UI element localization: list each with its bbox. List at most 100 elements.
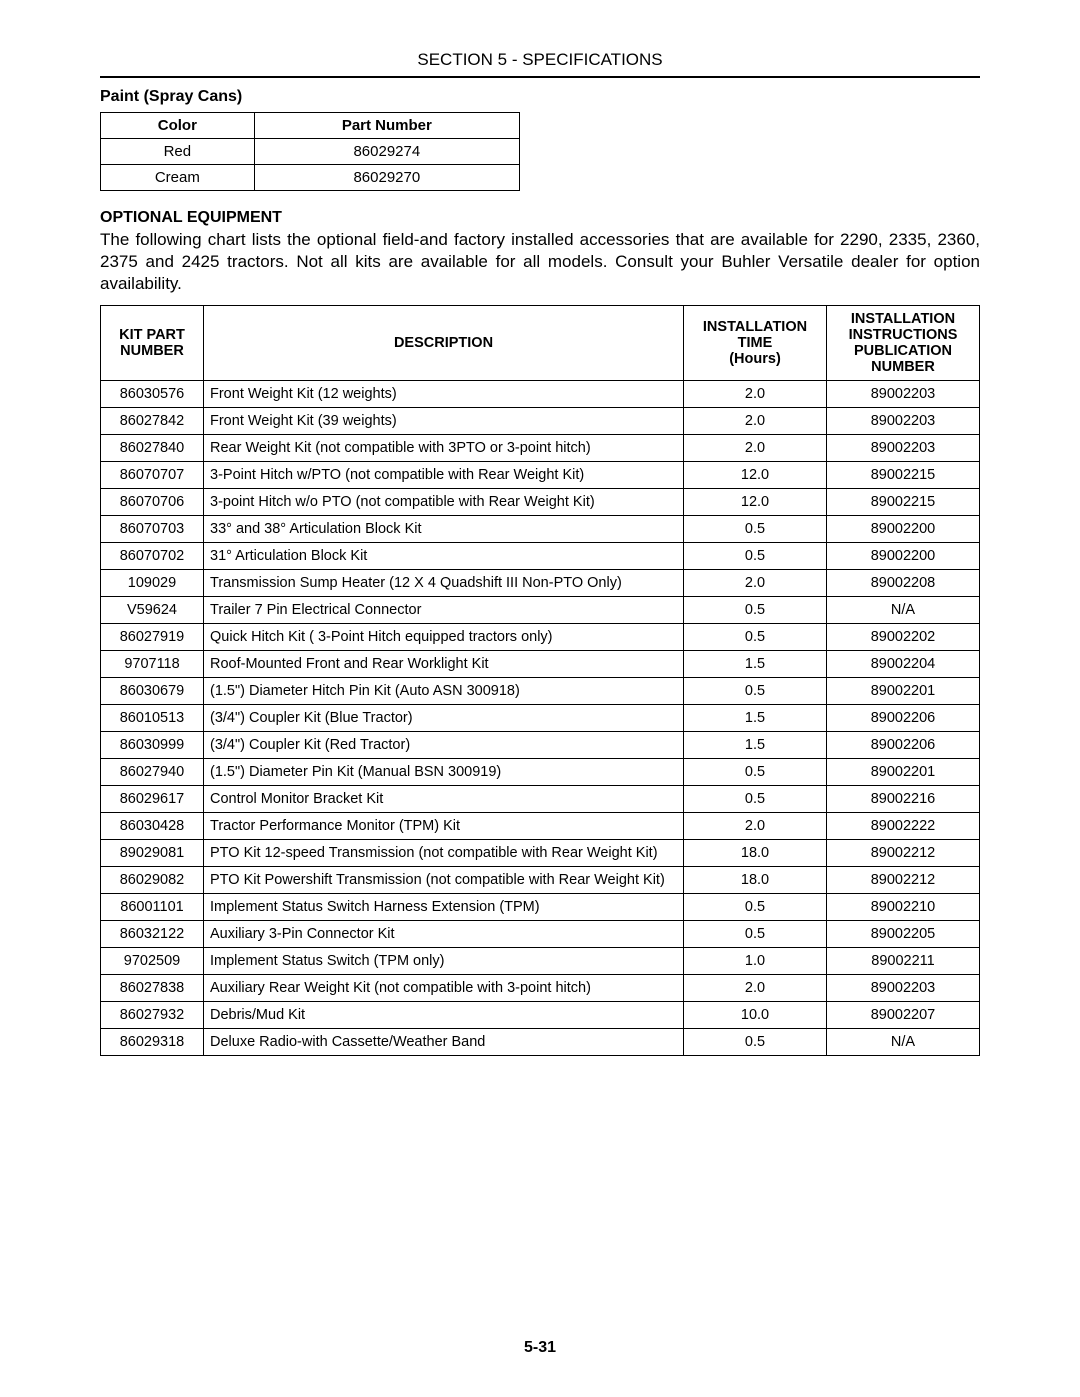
cell-time: 2.0 [684,570,827,597]
table-cell: 86029270 [254,165,519,191]
cell-kit: 86027919 [101,624,204,651]
col-pub-l2: INSTRUCTIONS [849,327,958,343]
cell-kit: 86027840 [101,435,204,462]
cell-desc: Auxiliary 3-Pin Connector Kit [204,921,684,948]
optional-intro: The following chart lists the optional f… [100,229,980,295]
cell-time: 2.0 [684,813,827,840]
table-row: 86027919Quick Hitch Kit ( 3-Point Hitch … [101,624,980,651]
cell-time: 0.5 [684,921,827,948]
cell-pub: 89002203 [827,435,980,462]
cell-kit: 86070707 [101,462,204,489]
table-row: 86029318Deluxe Radio-with Cassette/Weath… [101,1029,980,1056]
cell-desc: Auxiliary Rear Weight Kit (not compatibl… [204,975,684,1002]
col-install-time: INSTALLATION TIME (Hours) [684,306,827,381]
cell-pub: 89002203 [827,975,980,1002]
cell-time: 0.5 [684,516,827,543]
cell-kit: 86027842 [101,408,204,435]
cell-kit: 89029081 [101,840,204,867]
cell-pub: 89002203 [827,408,980,435]
cell-pub: 89002202 [827,624,980,651]
col-kit-part: KIT PART NUMBER [101,306,204,381]
cell-pub: N/A [827,597,980,624]
table-row: V59624Trailer 7 Pin Electrical Connector… [101,597,980,624]
cell-pub: 89002200 [827,516,980,543]
table-header-row: KIT PART NUMBER DESCRIPTION INSTALLATION… [101,306,980,381]
cell-pub: 89002215 [827,462,980,489]
cell-desc: Implement Status Switch Harness Extensio… [204,894,684,921]
col-time-l2: TIME [738,335,773,351]
cell-kit: 9707118 [101,651,204,678]
cell-time: 12.0 [684,462,827,489]
cell-kit: 86070703 [101,516,204,543]
col-pub-l3: PUBLICATION [854,343,952,359]
table-cell: 86029274 [254,139,519,165]
section-header: SECTION 5 - SPECIFICATIONS [100,50,980,78]
cell-pub: 89002203 [827,381,980,408]
paint-col-color: Color [101,113,255,139]
cell-time: 1.5 [684,651,827,678]
cell-time: 1.5 [684,732,827,759]
cell-time: 1.5 [684,705,827,732]
cell-time: 0.5 [684,786,827,813]
cell-pub: N/A [827,1029,980,1056]
cell-desc: Front Weight Kit (39 weights) [204,408,684,435]
cell-time: 2.0 [684,381,827,408]
cell-kit: 109029 [101,570,204,597]
cell-kit: V59624 [101,597,204,624]
cell-time: 0.5 [684,597,827,624]
table-row: 86027838Auxiliary Rear Weight Kit (not c… [101,975,980,1002]
cell-pub: 89002212 [827,840,980,867]
cell-pub: 89002206 [827,732,980,759]
table-row: 9702509Implement Status Switch (TPM only… [101,948,980,975]
cell-time: 18.0 [684,867,827,894]
cell-time: 0.5 [684,894,827,921]
col-kit-l1: KIT PART [119,327,185,343]
cell-time: 10.0 [684,1002,827,1029]
cell-desc: 3-Point Hitch w/PTO (not compatible with… [204,462,684,489]
cell-desc: Deluxe Radio-with Cassette/Weather Band [204,1029,684,1056]
table-row: 86032122Auxiliary 3-Pin Connector Kit0.5… [101,921,980,948]
cell-kit: 9702509 [101,948,204,975]
cell-kit: 86030679 [101,678,204,705]
table-row: 8607070231° Articulation Block Kit0.5890… [101,543,980,570]
cell-time: 0.5 [684,1029,827,1056]
cell-desc: (3/4") Coupler Kit (Red Tractor) [204,732,684,759]
table-row: 86029617Control Monitor Bracket Kit0.589… [101,786,980,813]
table-row: 86001101Implement Status Switch Harness … [101,894,980,921]
col-time-l1: INSTALLATION [703,319,807,335]
cell-desc: 3-point Hitch w/o PTO (not compatible wi… [204,489,684,516]
cell-pub: 89002205 [827,921,980,948]
table-cell: Red [101,139,255,165]
col-kit-l2: NUMBER [120,343,184,359]
cell-pub: 89002211 [827,948,980,975]
cell-pub: 89002212 [827,867,980,894]
table-row: 86027932Debris/Mud Kit10.089002207 [101,1002,980,1029]
cell-pub: 89002207 [827,1002,980,1029]
cell-desc: 31° Articulation Block Kit [204,543,684,570]
equipment-table: KIT PART NUMBER DESCRIPTION INSTALLATION… [100,305,980,1056]
cell-kit: 86027838 [101,975,204,1002]
col-pub-l1: INSTALLATION [851,311,955,327]
paint-col-partnum: Part Number [254,113,519,139]
cell-kit: 86029318 [101,1029,204,1056]
cell-pub: 89002215 [827,489,980,516]
table-cell: Cream [101,165,255,191]
cell-desc: Tractor Performance Monitor (TPM) Kit [204,813,684,840]
cell-kit: 86027932 [101,1002,204,1029]
cell-desc: Implement Status Switch (TPM only) [204,948,684,975]
cell-time: 0.5 [684,759,827,786]
cell-desc: Roof-Mounted Front and Rear Worklight Ki… [204,651,684,678]
cell-pub: 89002204 [827,651,980,678]
cell-kit: 86070706 [101,489,204,516]
paint-table: Color Part Number Red86029274Cream860292… [100,112,520,191]
table-row: 86030679(1.5") Diameter Hitch Pin Kit (A… [101,678,980,705]
table-row: 860707063-point Hitch w/o PTO (not compa… [101,489,980,516]
table-header-row: Color Part Number [101,113,520,139]
table-row: 9707118Roof-Mounted Front and Rear Workl… [101,651,980,678]
cell-kit: 86070702 [101,543,204,570]
cell-time: 0.5 [684,624,827,651]
cell-desc: Quick Hitch Kit ( 3-Point Hitch equipped… [204,624,684,651]
cell-desc: Trailer 7 Pin Electrical Connector [204,597,684,624]
table-row: 86030576Front Weight Kit (12 weights)2.0… [101,381,980,408]
cell-desc: PTO Kit 12-speed Transmission (not compa… [204,840,684,867]
